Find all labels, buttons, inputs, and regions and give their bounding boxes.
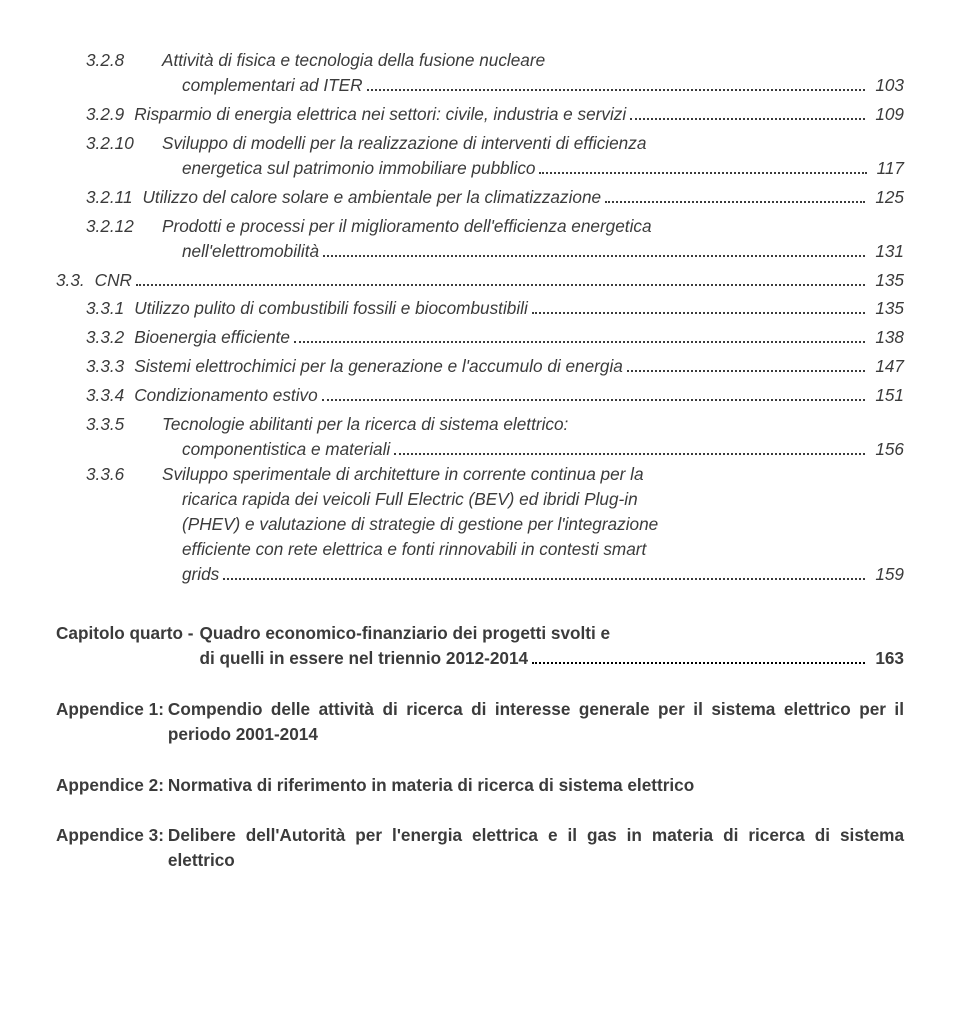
toc-dots: [539, 172, 866, 174]
toc-dots: [630, 118, 865, 120]
toc-text: Attività di fisica e tecnologia della fu…: [162, 48, 545, 73]
toc-page: 125: [869, 185, 904, 210]
appendix-entry: Appendice 2:Normativa di riferimento in …: [56, 773, 904, 798]
toc-entry: 3.3.5Tecnologie abilitanti per la ricerc…: [56, 412, 904, 462]
toc-entry: 3.2.11Utilizzo del calore solare e ambie…: [56, 185, 904, 210]
toc-dots: [294, 341, 865, 343]
toc-dots: [136, 284, 865, 286]
toc-entry: 3.2.10Sviluppo di modelli per la realizz…: [56, 131, 904, 181]
toc-text-cont: energetica sul patrimonio immobiliare pu…: [182, 156, 535, 181]
toc-page: 159: [869, 562, 904, 587]
appendix-label: Appendice 2:: [56, 773, 168, 798]
toc-text-cont: ricarica rapida dei veicoli Full Electri…: [86, 487, 904, 512]
toc-page: 138: [869, 325, 904, 350]
toc-text: Condizionamento estivo: [134, 383, 317, 408]
toc-page: 103: [869, 73, 904, 98]
toc-page: 151: [869, 383, 904, 408]
toc-text-cont: complementari ad ITER: [182, 73, 363, 98]
toc-num: 3.3.1: [86, 296, 134, 321]
toc-text-cont: (PHEV) e valutazione di strategie di ges…: [86, 512, 904, 537]
toc-text-cont: efficiente con rete elettrica e fonti ri…: [86, 537, 904, 562]
toc-dots: [532, 662, 865, 664]
chapter-label: Capitolo quarto -: [56, 621, 199, 646]
toc-text: Tecnologie abilitanti per la ricerca di …: [162, 412, 568, 437]
toc-dots: [627, 370, 865, 372]
toc-text: Bioenergia efficiente: [134, 325, 290, 350]
toc-text: CNR: [95, 268, 132, 293]
toc-text: Risparmio di energia elettrica nei setto…: [134, 102, 626, 127]
appendix-text: Compendio delle attività di ricerca di i…: [168, 697, 904, 747]
toc-entry: 3.2.12Prodotti e processi per il miglior…: [56, 214, 904, 264]
chapter-page: 163: [869, 646, 904, 671]
toc-text: Utilizzo del calore solare e ambientale …: [143, 185, 602, 210]
toc-entry: 3.3.1Utilizzo pulito di combustibili fos…: [56, 296, 904, 321]
chapter-heading: Capitolo quarto - Quadro economico-finan…: [56, 621, 904, 671]
chapter-title-line2: di quelli in essere nel triennio 2012-20…: [199, 646, 528, 671]
toc-entry-cnr: 3.3. CNR 135: [56, 268, 904, 293]
toc-page: 135: [869, 296, 904, 321]
toc-page: 135: [869, 268, 904, 293]
toc-text: Sviluppo di modelli per la realizzazione…: [162, 131, 646, 156]
toc-num: 3.2.10: [86, 131, 162, 156]
toc-text-cont: nell'elettromobilità: [182, 239, 319, 264]
toc-section-32: 3.2.8Attività di fisica e tecnologia del…: [56, 48, 904, 264]
toc-entry: 3.3.6Sviluppo sperimentale di architettu…: [56, 462, 904, 587]
toc-entry: 3.3.2Bioenergia efficiente 138: [56, 325, 904, 350]
toc-text: Prodotti e processi per il miglioramento…: [162, 214, 652, 239]
toc-num: 3.3.5: [86, 412, 162, 437]
appendix-entry: Appendice 3:Delibere dell'Autorità per l…: [56, 823, 904, 873]
toc-dots: [323, 255, 865, 257]
toc-text: Utilizzo pulito di combustibili fossili …: [134, 296, 528, 321]
appendix-text: Normativa di riferimento in materia di r…: [168, 773, 904, 798]
toc-text: Sistemi elettrochimici per la generazion…: [134, 354, 623, 379]
toc-entry: 3.2.8Attività di fisica e tecnologia del…: [56, 48, 904, 98]
toc-entry: 3.3.3Sistemi elettrochimici per la gener…: [56, 354, 904, 379]
toc-text-cont: componentistica e materiali: [182, 437, 390, 462]
toc-num: 3.2.12: [86, 214, 162, 239]
toc-num: 3.2.8: [86, 48, 162, 73]
toc-entry: 3.2.9Risparmio di energia elettrica nei …: [56, 102, 904, 127]
chapter-title-line1: Quadro economico-finanziario dei progett…: [199, 621, 904, 646]
toc-num: 3.3.: [56, 268, 95, 293]
toc-dots: [367, 89, 866, 91]
toc-dots: [394, 453, 865, 455]
toc-num: 3.2.11: [86, 185, 143, 210]
toc-dots: [605, 201, 865, 203]
toc-section-33: 3.3.1Utilizzo pulito di combustibili fos…: [56, 296, 904, 586]
toc-num: 3.3.6: [86, 462, 162, 487]
toc-num: 3.2.9: [86, 102, 134, 127]
toc-page: 156: [869, 437, 904, 462]
appendix-text: Delibere dell'Autorità per l'energia ele…: [168, 823, 904, 873]
toc-page: 147: [869, 354, 904, 379]
toc-dots: [532, 312, 866, 314]
appendix-label: Appendice 3:: [56, 823, 168, 848]
appendix-list: Appendice 1:Compendio delle attività di …: [56, 697, 904, 874]
toc-page: 109: [869, 102, 904, 127]
toc-num: 3.3.3: [86, 354, 134, 379]
appendix-label: Appendice 1:: [56, 697, 168, 722]
toc-num: 3.3.4: [86, 383, 134, 408]
toc-page: 131: [869, 239, 904, 264]
toc-page: 117: [871, 156, 904, 181]
toc-num: 3.3.2: [86, 325, 134, 350]
toc-dots: [223, 578, 865, 580]
toc-text: Sviluppo sperimentale di architetture in…: [162, 462, 644, 487]
toc-text-cont: grids: [182, 562, 219, 587]
toc-entry: 3.3.4Condizionamento estivo 151: [56, 383, 904, 408]
appendix-entry: Appendice 1:Compendio delle attività di …: [56, 697, 904, 747]
toc-dots: [322, 399, 866, 401]
